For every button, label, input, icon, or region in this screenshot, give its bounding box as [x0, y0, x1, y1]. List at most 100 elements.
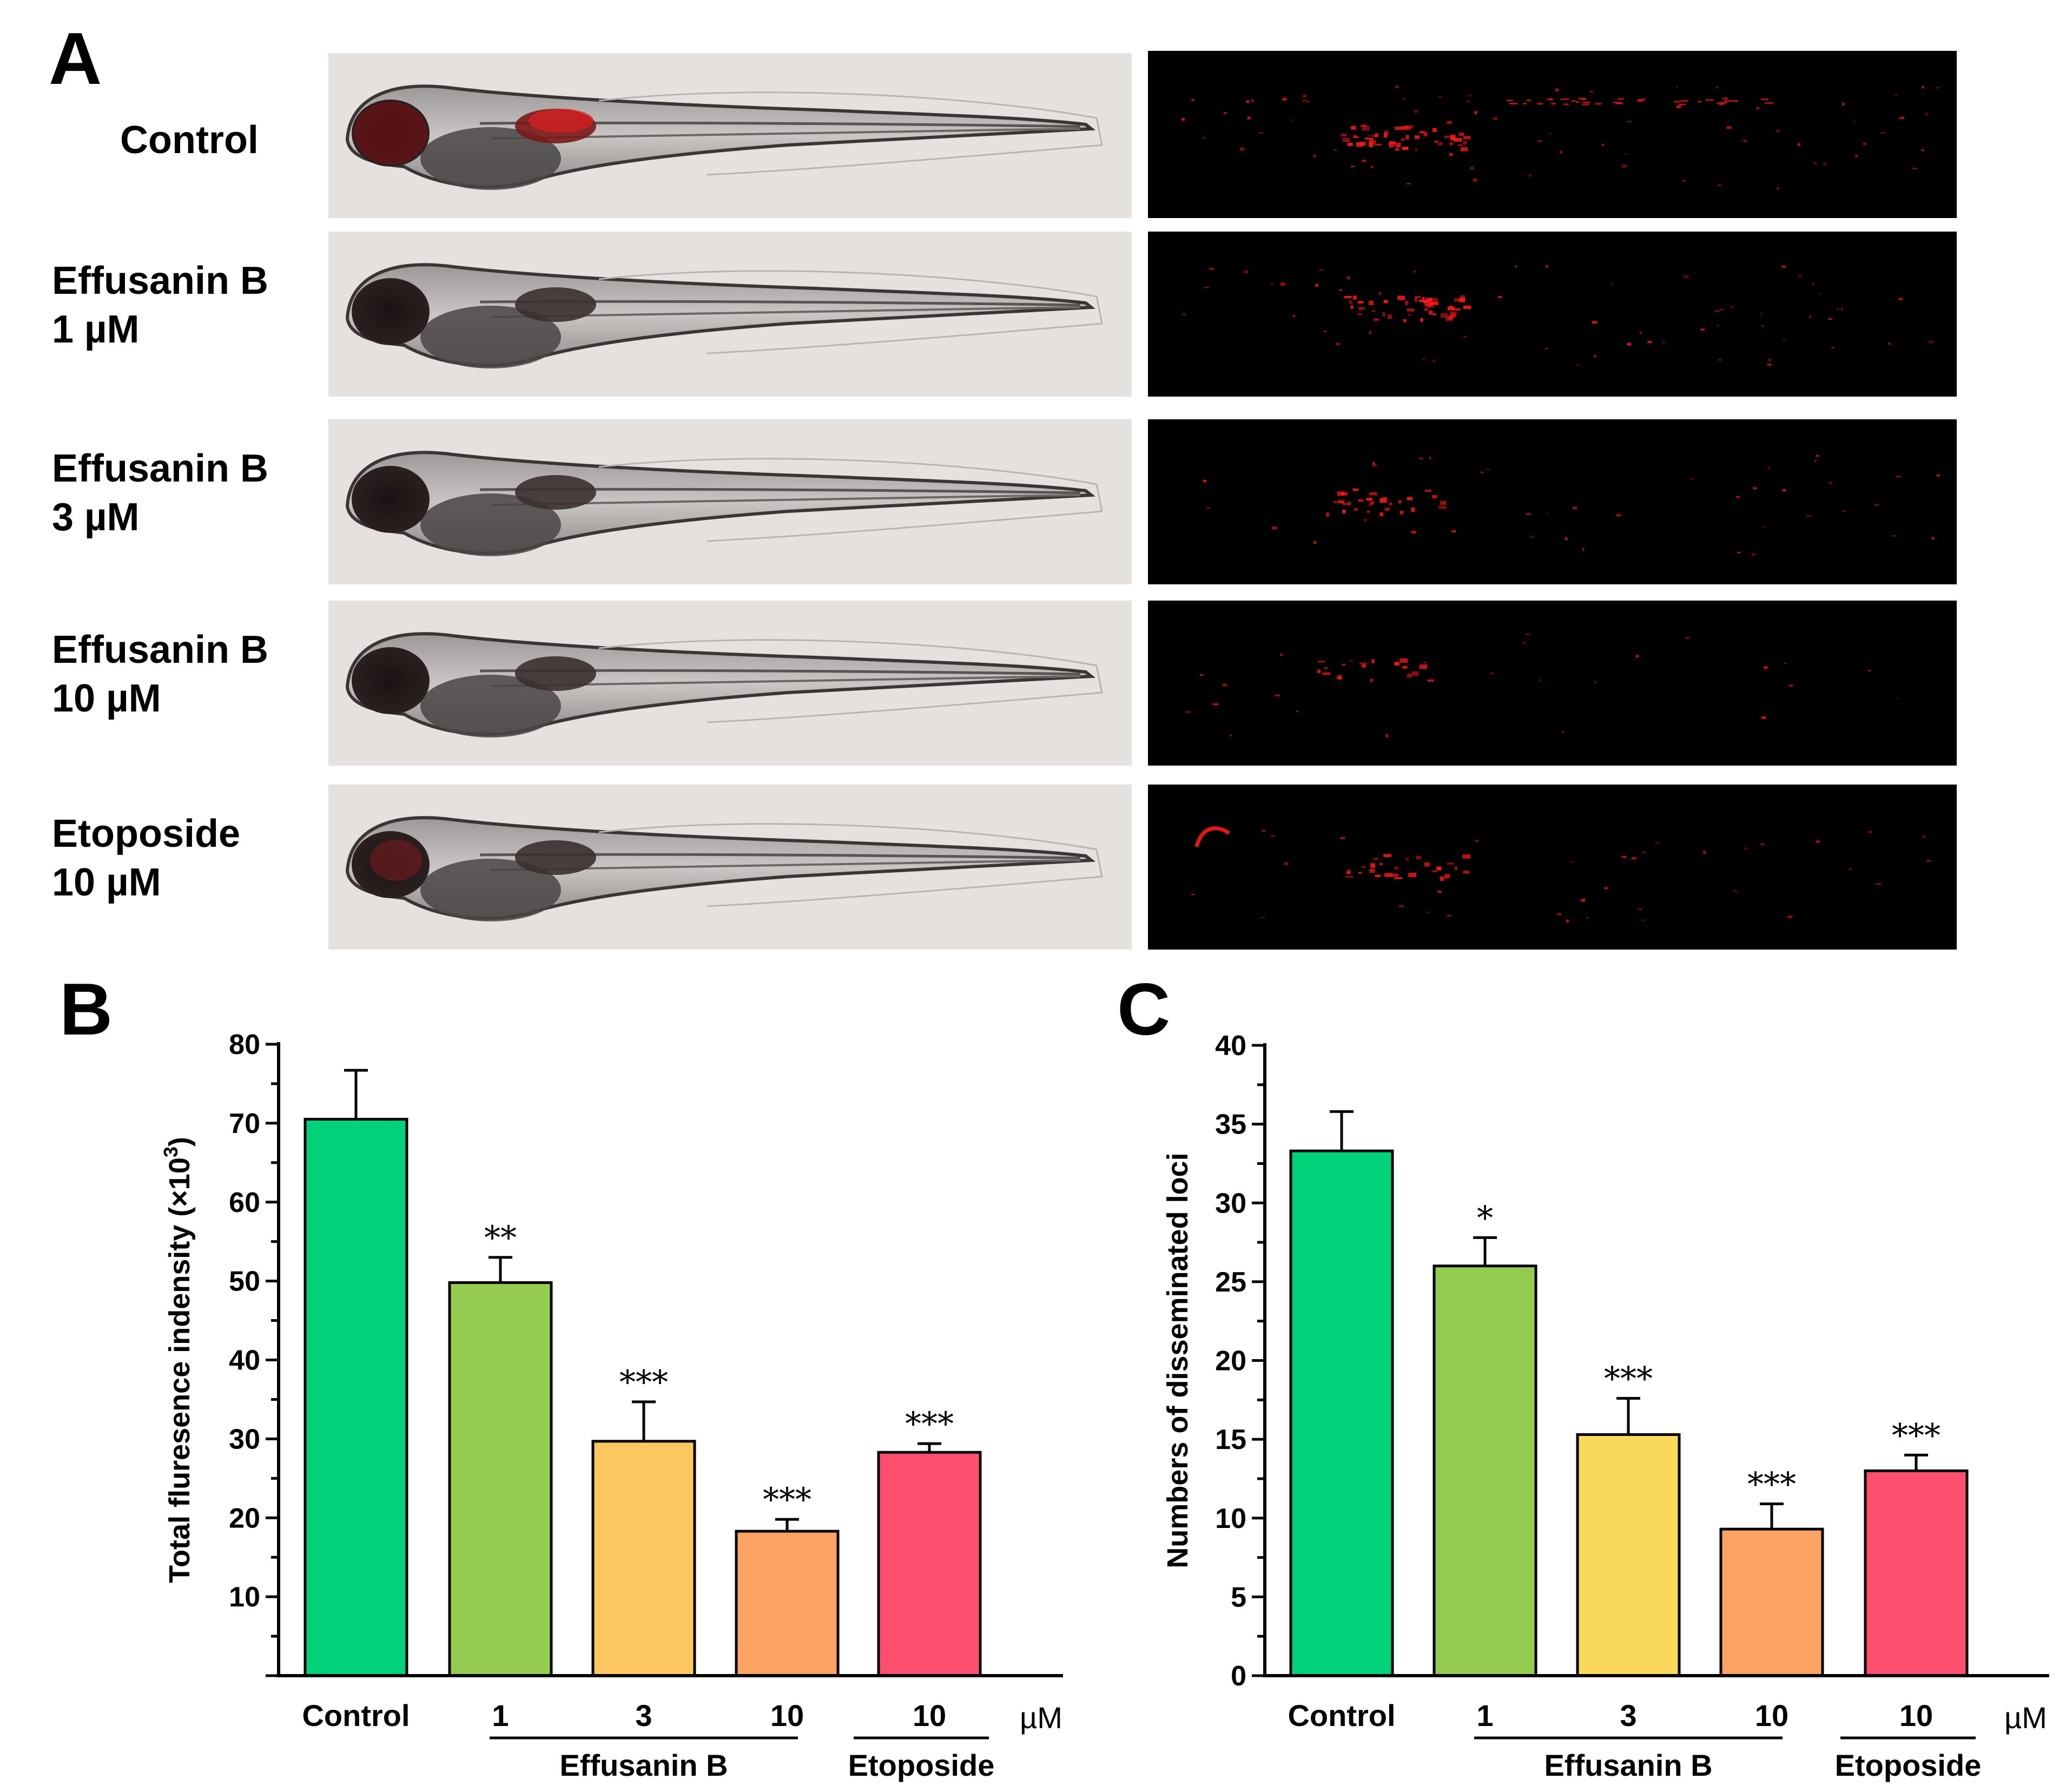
- fluorescent-cell: [1491, 673, 1494, 674]
- fluorescent-cell: [1389, 502, 1392, 505]
- fluorescent-cell: [1733, 891, 1738, 892]
- fluorescent-cell: [1441, 313, 1449, 318]
- fluorescent-cell: [1680, 100, 1688, 102]
- fluorescent-cell: [1752, 553, 1755, 556]
- fluorescent-cell: [1440, 500, 1447, 505]
- fluorescent-cell: [1444, 135, 1450, 139]
- row-label-etoposide-10-line2: 10 µM: [52, 861, 161, 904]
- fluorescent-cell: [1761, 98, 1768, 101]
- row-label-effusanin-b-10-line1: Effusanin B: [52, 628, 268, 671]
- fluorescent-cell: [1639, 332, 1642, 334]
- fluorescent-cell: [1578, 97, 1586, 100]
- fluorescent-cell: [1744, 847, 1747, 850]
- fluorescent-cell: [1797, 143, 1800, 146]
- fluorescent-cell: [1723, 102, 1727, 104]
- fluorescent-cell: [1317, 669, 1321, 674]
- fluorescent-cell: [1880, 131, 1886, 134]
- fluorescent-cell: [1262, 829, 1265, 833]
- fluorescent-cell: [1370, 863, 1375, 868]
- fluorescent-cell: [1921, 149, 1924, 151]
- fluorescent-cell: [1322, 672, 1331, 675]
- fluorescent-cell: [1731, 306, 1734, 308]
- fluorescent-cell: [1816, 454, 1819, 457]
- fluorescent-cell: [1450, 135, 1456, 139]
- fluorescent-cell: [1302, 99, 1306, 102]
- significance-label-4: ***: [1892, 1417, 1940, 1454]
- y-tick-label: 20: [1215, 1346, 1246, 1377]
- fluorescent-cell: [1549, 133, 1552, 135]
- fluorescent-cell: [1291, 119, 1294, 121]
- row-label-effusanin-b-3-line2: 3 µM: [52, 496, 140, 539]
- fluorescent-cell: [1303, 95, 1307, 97]
- fluorescent-cell: [1546, 265, 1548, 268]
- fluorescent-cell: [1586, 917, 1589, 919]
- fluorescent-cell: [1777, 187, 1779, 190]
- fluorescent-cell: [1372, 462, 1375, 465]
- fluorescent-cell: [1362, 664, 1367, 668]
- fluorescent-cell: [1819, 293, 1821, 295]
- fluorescent-cell: [1551, 103, 1556, 105]
- fluorescent-cell: [1899, 116, 1905, 120]
- fluorescent-cell: [1539, 679, 1541, 681]
- yolk-sac: [420, 127, 561, 190]
- fluorescent-cell: [1589, 90, 1593, 93]
- fluorescent-cell: [1450, 312, 1457, 317]
- fluorescent-cell: [1324, 667, 1328, 669]
- fluorescent-cell: [1763, 666, 1768, 669]
- bar-1: [448, 1281, 553, 1677]
- fluorescent-cell: [1717, 184, 1721, 187]
- fluorescent-cell: [1737, 551, 1741, 554]
- fluorescent-cell: [1560, 98, 1569, 100]
- fluorescent-cell: [1369, 142, 1374, 148]
- fluorescent-cell: [1493, 117, 1498, 120]
- fluorescent-cell: [1937, 87, 1939, 89]
- fluorescent-cell: [1460, 147, 1468, 151]
- fluorescent-cell: [1451, 139, 1455, 141]
- eye-red-tint: [370, 840, 422, 881]
- fluorescent-cell: [1419, 299, 1427, 302]
- fluorescent-cell: [1270, 284, 1273, 285]
- fluorescent-cell: [1369, 492, 1377, 496]
- fluorescent-cell: [1349, 300, 1352, 304]
- fluorescent-cell: [1462, 854, 1471, 859]
- fluorescent-cell: [1343, 492, 1348, 495]
- fluorescent-cell: [1814, 460, 1817, 462]
- fluorescent-cell: [1784, 662, 1787, 664]
- fluorescent-cell: [1716, 87, 1719, 89]
- fluorescent-cell: [1388, 314, 1392, 319]
- fluorescent-cell: [1767, 363, 1772, 366]
- fluorescent-cell: [1230, 734, 1232, 736]
- fluorescent-cell: [1655, 842, 1660, 844]
- significance-label-3: ***: [763, 1481, 811, 1519]
- fluorescence-effusanin-b-1: [1148, 232, 1957, 397]
- fluorescent-cell: [1782, 489, 1786, 492]
- fluorescent-cell: [1416, 855, 1422, 860]
- fluorescent-cell: [1689, 478, 1693, 480]
- fluorescent-cell: [1447, 915, 1451, 917]
- fluorescent-cell: [1475, 840, 1479, 842]
- fluorescent-cell: [1698, 101, 1702, 103]
- fluorescent-cell: [1639, 908, 1642, 911]
- fluorescent-cell: [1419, 458, 1423, 459]
- fluorescent-cell: [1270, 835, 1276, 838]
- fluorescent-cell: [1407, 674, 1412, 678]
- fluorescent-cell: [1575, 101, 1579, 103]
- fluorescent-cell: [1463, 136, 1471, 140]
- y-tick-label: 20: [229, 1503, 260, 1534]
- fluorescent-cell: [1357, 313, 1362, 315]
- fluorescent-cell: [1369, 868, 1375, 873]
- fluorescent-cell: [1783, 339, 1785, 342]
- fluorescence-images: [1148, 51, 1957, 950]
- fluorescent-cell: [1761, 325, 1764, 327]
- y-tick-label: 15: [1215, 1424, 1246, 1455]
- fluorescence-background: [1148, 785, 1957, 950]
- row-label-effusanin-b-10-line2: 10 µM: [52, 677, 161, 720]
- fluorescent-cell: [1637, 100, 1643, 102]
- fluorescent-cell: [1342, 503, 1349, 505]
- fluorescent-cell: [1922, 85, 1924, 89]
- fluorescent-cell: [1191, 894, 1194, 895]
- fluorescent-cell: [1537, 103, 1543, 105]
- yolk-sac: [420, 859, 561, 921]
- y-tick-label: 35: [1215, 1109, 1246, 1141]
- fluorescent-cell: [1523, 102, 1527, 104]
